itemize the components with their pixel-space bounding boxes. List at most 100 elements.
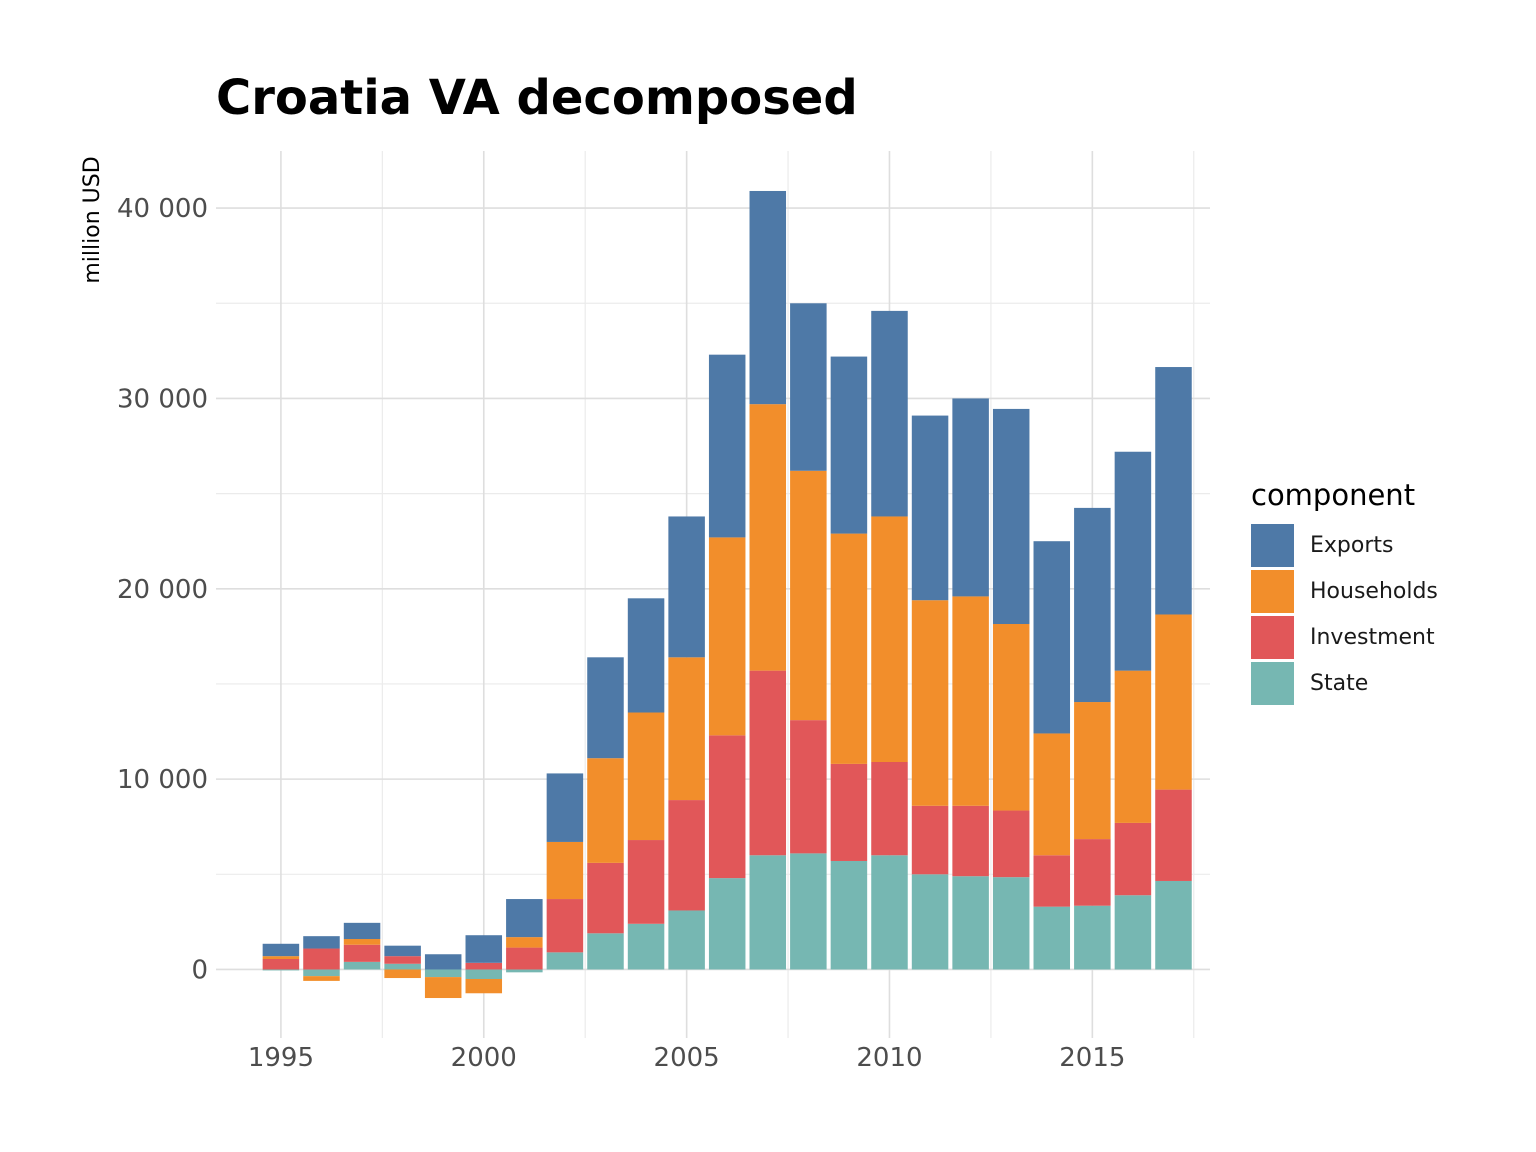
legend-item-households: Households: [1251, 568, 1438, 614]
x-tick-label: 1995: [248, 1043, 314, 1073]
x-tick-label: 2000: [451, 1043, 517, 1073]
y-tick-label: 10 000: [117, 765, 208, 795]
bar-households-2004: [627, 712, 665, 841]
bar-state-1998: [384, 963, 421, 970]
bar-exports-2008: [790, 303, 827, 471]
bar-exports-2014: [1033, 541, 1071, 734]
bar-state-1995: [262, 969, 300, 971]
bar-investment-2014: [1033, 855, 1071, 907]
bar-households-1997: [343, 939, 381, 945]
y-tick-label: 40 000: [117, 194, 208, 224]
legend-label: State: [1310, 670, 1369, 696]
bar-investment-2015: [1074, 839, 1111, 906]
bar-state-2017: [1155, 880, 1192, 970]
bar-investment-2007: [749, 670, 787, 856]
bar-exports-1999: [424, 954, 462, 970]
bar-exports-2004: [627, 598, 665, 713]
bar-exports-2002: [546, 773, 584, 842]
bar-state-2004: [627, 923, 665, 970]
bar-investment-1998: [384, 956, 421, 964]
bar-exports-1996: [303, 936, 340, 949]
bar-households-2012: [952, 596, 989, 806]
legend-swatch: [1251, 615, 1294, 659]
bar-state-2008: [790, 853, 827, 970]
bar-exports-2016: [1114, 451, 1152, 671]
bar-households-2002: [546, 841, 584, 900]
y-tick-label: 20 000: [117, 575, 208, 605]
bar-investment-2008: [790, 720, 827, 854]
bar-investment-2004: [627, 840, 665, 924]
bar-state-2002: [546, 952, 584, 970]
bar-state-1996: [303, 969, 340, 977]
bar-households-2011: [911, 600, 949, 806]
legend: component Exports Households Investment Sta…: [1251, 478, 1438, 706]
bar-households-2009: [830, 533, 868, 764]
bar-state-2014: [1033, 906, 1071, 970]
y-axis-ticks: 0 10 000 20 000 30 000 40 000: [117, 194, 208, 985]
bar-exports-2000: [465, 935, 503, 963]
bar-investment-2017: [1155, 789, 1192, 881]
bar-households-1999: [424, 977, 462, 999]
bar-exports-2012: [952, 398, 989, 597]
bar-households-2016: [1114, 670, 1152, 823]
bar-investment-2010: [871, 762, 908, 856]
bar-households-1998: [384, 969, 421, 979]
bar-households-1995: [262, 956, 300, 960]
bar-exports-1997: [343, 922, 381, 940]
bar-households-2007: [749, 404, 787, 671]
bar-households-2001: [506, 937, 543, 948]
bar-state-2010: [871, 855, 908, 970]
bar-state-2003: [587, 933, 624, 970]
bar-exports-2013: [992, 408, 1030, 625]
x-tick-label: 2005: [654, 1043, 720, 1073]
bar-households-1996: [303, 976, 340, 981]
chart-title: Croatia VA decomposed: [216, 70, 858, 126]
bar-state-2015: [1074, 905, 1111, 970]
bar-state-2009: [830, 860, 868, 970]
bar-households-2010: [871, 516, 908, 763]
bar-state-1999: [424, 969, 462, 978]
bar-exports-2006: [708, 354, 746, 538]
bar-state-2016: [1114, 895, 1152, 970]
bar-exports-2017: [1155, 367, 1192, 615]
bar-investment-2009: [830, 763, 868, 861]
bar-investment-2012: [952, 805, 989, 877]
bar-exports-2003: [587, 657, 624, 759]
legend-swatch: [1251, 569, 1294, 613]
bar-investment-1996: [303, 948, 340, 970]
legend-item-state: State: [1251, 660, 1438, 706]
bar-investment-1997: [343, 944, 381, 962]
bar-state-2006: [708, 878, 746, 970]
bar-exports-2011: [911, 415, 949, 601]
bar-exports-2001: [506, 899, 543, 938]
bar-investment-2003: [587, 862, 624, 934]
legend-item-exports: Exports: [1251, 522, 1438, 568]
bar-investment-2000: [465, 962, 503, 970]
bar-state-2000: [465, 969, 503, 979]
bar-households-2014: [1033, 733, 1071, 856]
bar-investment-2006: [708, 735, 746, 879]
bar-households-2017: [1155, 614, 1192, 790]
bar-state-2011: [911, 874, 949, 970]
bar-households-2006: [708, 537, 746, 736]
bar-investment-2001: [506, 947, 543, 970]
bar-households-2003: [587, 758, 624, 863]
x-tick-label: 2010: [856, 1043, 922, 1073]
bar-exports-2009: [830, 356, 868, 534]
bar-investment-2005: [668, 800, 705, 911]
bar-state-2001: [506, 969, 543, 973]
legend-swatch: [1251, 523, 1294, 567]
legend-label: Households: [1310, 578, 1438, 604]
bar-households-2008: [790, 470, 827, 721]
bar-exports-2015: [1074, 507, 1111, 703]
legend-items: Exports Households Investment State: [1251, 522, 1438, 706]
y-tick-label: 30 000: [117, 384, 208, 414]
legend-title: component: [1251, 478, 1416, 512]
y-axis-label: million USD: [80, 156, 105, 283]
bar-layer: [262, 190, 1192, 999]
bar-households-2005: [668, 657, 705, 801]
bar-state-2012: [952, 876, 989, 970]
legend-swatch: [1251, 661, 1294, 705]
bar-investment-2016: [1114, 822, 1152, 896]
